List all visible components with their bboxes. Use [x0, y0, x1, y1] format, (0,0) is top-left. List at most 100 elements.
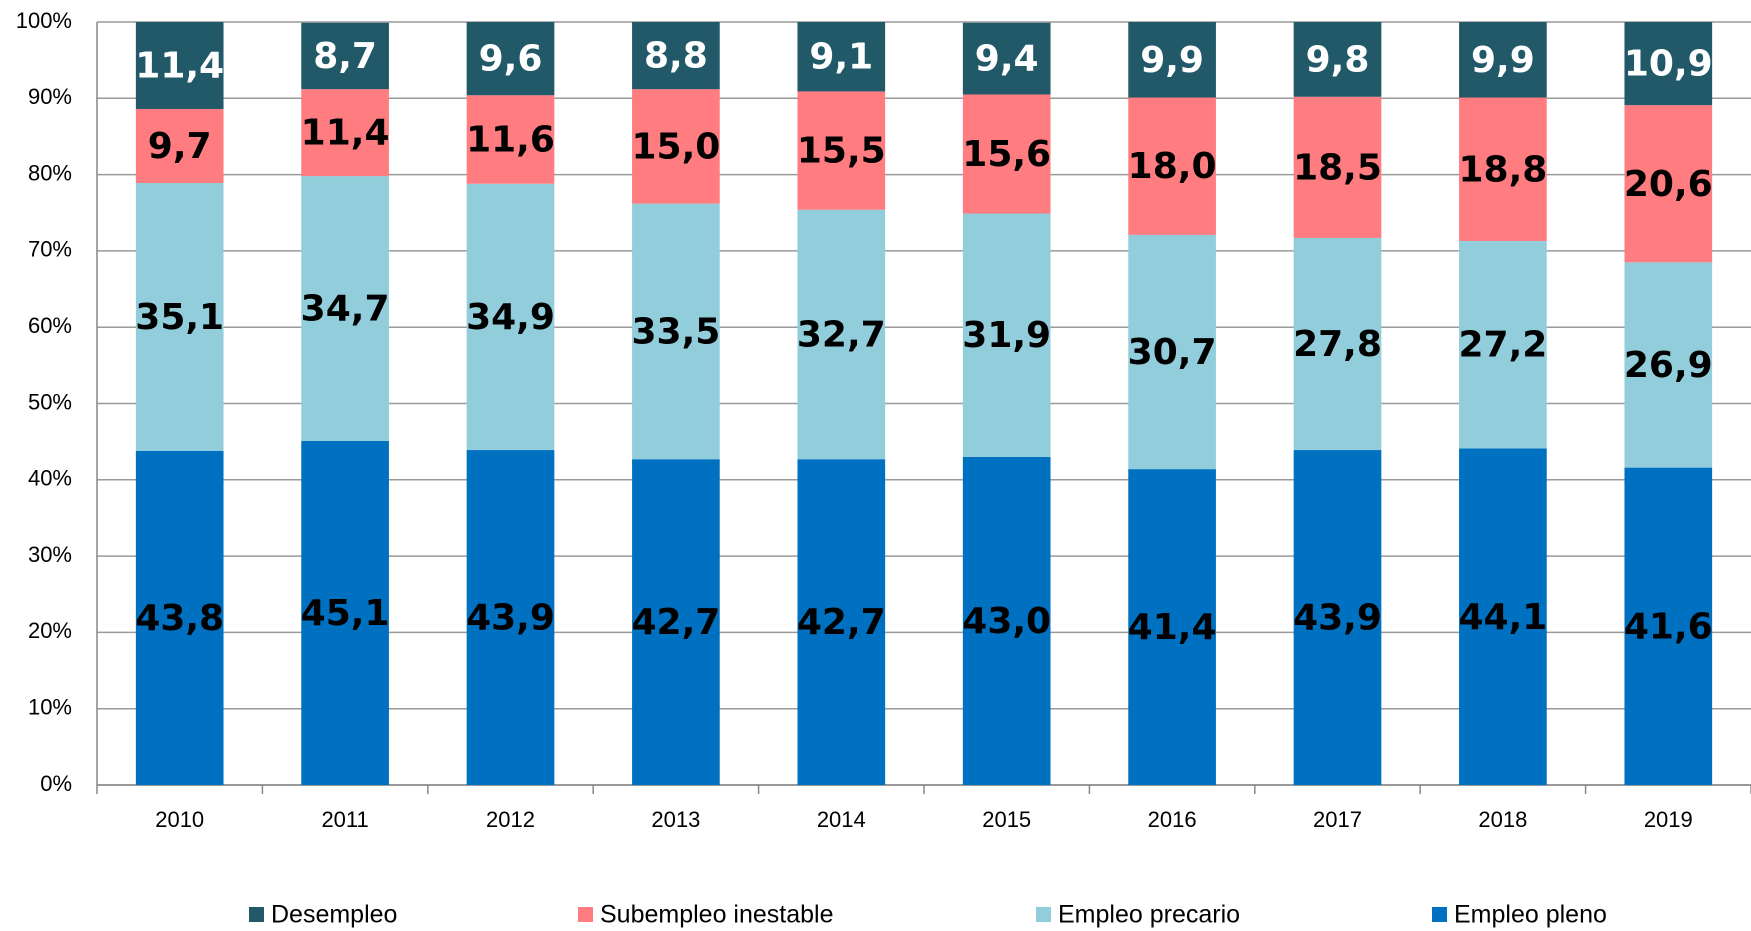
bar-segment: [1624, 105, 1713, 263]
bar-segment: [466, 183, 555, 451]
value-label: 34,9: [466, 297, 555, 338]
value-label: 41,6: [1624, 606, 1713, 647]
y-tick-label: 40%: [28, 466, 72, 491]
y-tick-label: 30%: [28, 542, 72, 567]
bar-segment: [135, 182, 224, 451]
bar-segment: [797, 22, 886, 92]
bar-segment: [1624, 22, 1713, 106]
x-tick-label: 2012: [486, 807, 535, 832]
legend-swatch: [1432, 907, 1447, 922]
legend-swatch: [249, 907, 264, 922]
value-label: 43,0: [962, 601, 1051, 642]
bar-segment: [301, 22, 389, 90]
value-label: 42,7: [797, 602, 886, 643]
bar-segment: [1293, 22, 1382, 97]
legend-swatch: [1036, 907, 1051, 922]
y-tick-label: 60%: [28, 313, 72, 338]
value-label: 43,8: [135, 598, 224, 639]
bar-segment: [135, 450, 224, 785]
y-tick-label: 100%: [16, 8, 72, 33]
legend-label: Empleo precario: [1058, 901, 1240, 929]
bar-segment: [962, 456, 1051, 785]
bar-segment: [632, 89, 720, 204]
bar-segment: [962, 94, 1051, 214]
bar-segment: [1128, 22, 1216, 98]
value-label: 9,8: [1306, 39, 1370, 80]
value-label: 8,7: [313, 36, 377, 77]
value-label: 18,8: [1458, 149, 1547, 190]
value-label: 15,0: [631, 126, 720, 167]
y-tick-label: 90%: [28, 84, 72, 109]
bar-segment: [1459, 22, 1547, 98]
x-tick-label: 2019: [1644, 807, 1693, 832]
bar-segment: [962, 22, 1051, 95]
value-label: 9,4: [975, 39, 1039, 80]
value-label: 9,9: [1140, 40, 1204, 81]
x-tick-label: 2010: [155, 807, 204, 832]
value-label: 15,6: [962, 134, 1051, 175]
value-label: 44,1: [1458, 597, 1547, 638]
value-label: 10,9: [1624, 44, 1713, 85]
bar-segment: [1459, 97, 1547, 241]
bar-segment: [632, 459, 720, 785]
y-tick-label: 20%: [28, 618, 72, 643]
value-label: 45,1: [301, 593, 390, 634]
bar-segment: [301, 440, 389, 785]
value-label: 11,4: [135, 45, 224, 86]
value-label: 43,9: [466, 598, 555, 639]
bar-segment: [1293, 450, 1382, 785]
bar-segment: [797, 209, 886, 460]
bar-segment: [466, 95, 555, 184]
value-label: 35,1: [135, 297, 224, 338]
bar-segment: [466, 22, 555, 96]
legend-label: Empleo pleno: [1454, 901, 1607, 929]
bar-segment: [301, 176, 389, 441]
bar-segment: [1624, 467, 1713, 785]
value-label: 33,5: [631, 311, 720, 352]
x-tick-label: 2018: [1478, 807, 1527, 832]
value-label: 20,6: [1624, 164, 1713, 205]
y-tick-label: 50%: [28, 389, 72, 414]
bar-segment: [632, 22, 720, 90]
bar-segment: [1128, 234, 1216, 470]
value-label: 27,8: [1293, 324, 1382, 365]
bar-segment: [797, 459, 886, 785]
bar-segment: [632, 203, 720, 460]
bar-segment: [797, 91, 886, 210]
bar-segment: [1128, 469, 1216, 785]
legend-label: Subempleo inestable: [600, 901, 834, 929]
value-label: 26,9: [1624, 345, 1713, 386]
bar-segment: [1293, 237, 1382, 451]
bar-segment: [301, 89, 389, 177]
y-tick-label: 0%: [40, 771, 72, 796]
bar-segment: [1459, 240, 1547, 449]
value-label: 15,5: [797, 131, 886, 172]
y-tick-label: 70%: [28, 237, 72, 262]
value-label: 41,4: [1128, 607, 1217, 648]
value-label: 9,6: [479, 39, 543, 80]
y-tick-label: 80%: [28, 160, 72, 185]
x-tick-label: 2017: [1313, 807, 1362, 832]
x-tick-label: 2016: [1148, 807, 1197, 832]
legend-label: Desempleo: [271, 901, 397, 929]
x-tick-label: 2015: [982, 807, 1031, 832]
y-tick-label: 10%: [28, 695, 72, 720]
x-tick-label: 2011: [321, 807, 368, 832]
bar-segment: [1459, 448, 1547, 785]
value-label: 9,9: [1471, 40, 1535, 81]
legend-swatch: [578, 907, 593, 922]
value-label: 43,9: [1293, 598, 1382, 639]
bar-segment: [466, 450, 555, 785]
bar-segment: [962, 213, 1051, 457]
x-tick-label: 2014: [817, 807, 866, 832]
value-label: 8,8: [644, 36, 708, 77]
value-label: 9,7: [148, 126, 212, 167]
bar-segment: [1293, 96, 1382, 238]
x-tick-label: 2013: [651, 807, 700, 832]
value-label: 30,7: [1128, 332, 1217, 373]
value-label: 27,2: [1458, 325, 1547, 366]
bar-segment: [1128, 97, 1216, 235]
bar-segment: [135, 22, 224, 109]
value-label: 31,9: [962, 315, 1051, 356]
value-label: 34,7: [301, 289, 390, 330]
